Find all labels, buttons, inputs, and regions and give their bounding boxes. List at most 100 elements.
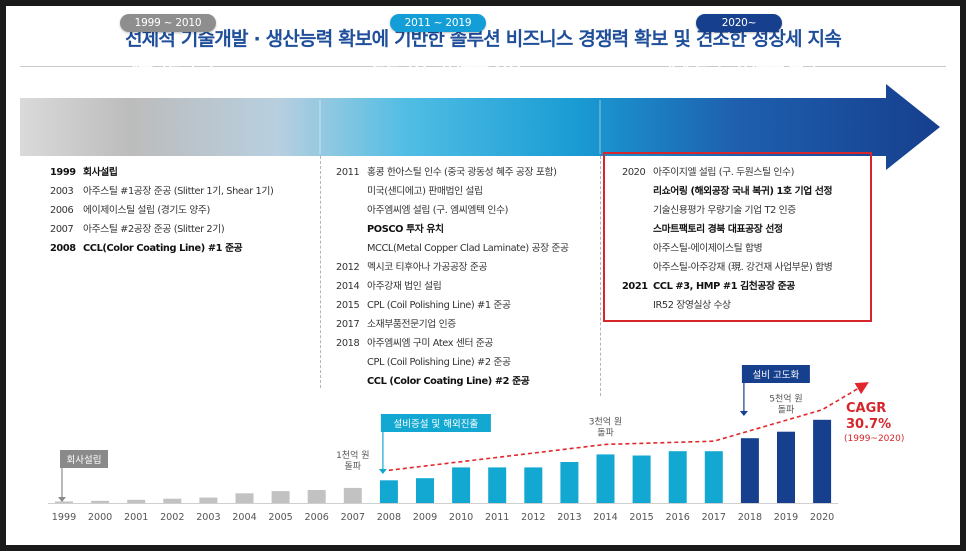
milestone-annotation: 돌파 [778,405,795,416]
bar-2007 [343,487,362,503]
milestone-annotation: 돌파 [597,427,614,438]
x-tick-label: 2011 [485,512,509,523]
callout-label: 설비증설 및 해외진출 [394,418,479,430]
phase-badge-2: 2011 ~ 2019 [390,14,486,32]
cagr-range: (1999~2020) [844,434,904,444]
revenue-bar-chart: 1999 2000 2001 2002 2003 2004 2005 2006 2007 2008… [48,365,904,523]
milestone-text: 아주스틸-에이제이스틸 합병 [653,243,763,254]
milestone-year: 2014 [336,281,360,292]
x-tick-label: 2000 [88,512,112,523]
bar-2006 [307,490,326,503]
callout-label: 회사설립 [67,454,102,466]
milestone-year: 1999 [50,167,76,178]
bar-2012 [524,467,543,503]
milestone-text: 회사설립 [83,167,118,178]
x-tick-label: 2005 [268,512,292,523]
milestone-text: 기술신용평가 우량기술 기업 T2 인증 [653,205,796,216]
milestone-annotation: 1천억 원 [336,449,369,461]
milestone-row: 기술신용평가 우량기술 기업 T2 인증 [622,201,872,220]
milestone-year: 2018 [336,338,360,349]
column-separator-2 [600,156,601,396]
x-tick-label: 2018 [738,512,762,523]
callout-pointer-arrow [378,469,387,474]
milestones-column-1: 1999 회사설립 2003 아주스틸 #1공장 준공 (Slitter 1기, Sh… [50,163,310,258]
milestone-text: 멕시코 티후아나 가공공장 준공 [367,262,488,273]
phase-arrow-shape [20,84,940,170]
milestone-row: 2003 아주스틸 #1공장 준공 (Slitter 1기, Shear 1기) [50,182,310,201]
milestone-row: MCCL(Metal Copper Clad Laminate) 공장 준공 [336,239,606,258]
x-tick-label: 2004 [232,512,256,523]
x-tick-label: 2008 [377,512,401,523]
milestone-text: 아주엠씨엠 구미 Atex 센터 준공 [367,338,494,349]
x-tick-label: 2020 [810,512,834,523]
milestone-text: CPL (Coil Polishing Line) #2 준공 [367,357,511,368]
milestone-text: 아주스틸-아주강재 (現. 강건재 사업부문) 합병 [653,262,833,273]
milestone-row: 아주엠씨엠 설립 (구. 엠씨엠텍 인수) [336,201,606,220]
cagr-label: CAGR [846,401,886,416]
x-tick-label: 2009 [413,512,437,523]
milestone-text: 아주스틸 #1공장 준공 (Slitter 1기, Shear 1기) [83,186,274,197]
callout-label: 설비 고도화 [753,370,800,381]
milestone-text: 아주강재 법인 설립 [367,281,442,292]
phase-badge-3: 2020~ [696,14,782,32]
milestone-row: CCL (Color Coating Line) #2 준공 [336,372,606,391]
callouts-layer: 회사설립 설비증설 및 해외진출 설비 고도화 [58,365,810,502]
cagr-value: 30.7% [846,417,891,432]
cagr-annotation: CAGR 30.7% (1999~2020) [844,401,904,444]
callout-box [741,365,810,383]
milestone-row: 2008 CCL(Color Coating Line) #1 준공 [50,239,310,258]
milestone-year: 2012 [336,262,360,273]
milestone-text: 리쇼어링 (해외공장 국내 복귀) 1호 기업 선정 [653,186,833,197]
milestone-year: 2011 [336,167,360,178]
phase-title-1: 제조기반 구축 [124,52,214,71]
milestone-row: POSCO 투자 유치 [336,220,606,239]
bar-2015 [632,455,651,503]
bar-2001 [127,499,146,503]
milestone-row: 2006 에이제이스틸 설립 (경기도 양주) [50,201,310,220]
milestone-text: POSCO 투자 유치 [367,224,444,235]
x-tick-label: 2012 [521,512,545,523]
milestone-text: 소재부품전문기업 인증 [367,319,456,330]
bar-2018 [740,438,759,503]
bar-2016 [668,451,687,503]
milestone-row: 2021 CCL #3, HMP #1 김천공장 준공 [622,277,872,296]
column-separator-1 [320,156,321,388]
x-tick-label: 2016 [665,512,689,523]
milestones-column-2: 2011 홍콩 한아스틸 인수 (중국 광동성 혜주 공장 포함) 미국(샌디에고)… [336,163,606,391]
milestone-text: 스마트팩토리 경북 대표공장 선정 [653,224,783,235]
milestone-row: 스마트팩토리 경북 대표공장 선정 [622,220,872,239]
milestone-text: 에이제이스틸 설립 (경기도 양주) [83,205,210,216]
milestone-row: 2007 아주스틸 #2공장 준공 (Slitter 2기) [50,220,310,239]
x-tick-label: 2015 [629,512,653,523]
highlight-box-2020 [603,152,872,322]
milestone-text: CCL(Color Coating Line) #1 준공 [83,243,243,254]
callout-box [380,414,491,432]
milestone-year: 2006 [50,205,74,216]
slide-frame: 선제적 기술개발 · 생산능력 확보에 기반한 솔루션 비즈니스 경쟁력 확보 … [6,6,960,545]
x-tick-label: 1999 [52,512,76,523]
bar-2017 [704,451,723,503]
milestone-text: IR52 장영실상 수상 [653,300,731,311]
milestone-annotation: 3천억 원 [589,415,622,427]
milestone-annotation: 5천억 원 [769,393,802,405]
bar-2010 [452,467,471,503]
milestone-row: 아주스틸-아주강재 (現. 강건재 사업부문) 합병 [622,258,872,277]
bar-2008 [379,480,398,503]
milestone-year: 2007 [50,224,74,235]
milestone-year: 2015 [336,300,360,311]
milestone-row: 2011 홍콩 한아스틸 인수 (중국 광동성 혜주 공장 포함) [336,163,606,182]
phase-title-2: 선진국형 기업으로 성장 [370,52,522,71]
bar-2009 [416,478,434,503]
x-tick-label: 2003 [196,512,220,523]
x-tick-label: 2002 [160,512,184,523]
x-tick-label: 2017 [702,512,726,523]
bar-2002 [163,498,182,503]
milestone-row: 2018 아주엠씨엠 구미 Atex 센터 준공 [336,334,606,353]
callout-box [60,450,108,468]
milestone-row: IR52 장영실상 수상 [622,296,872,315]
milestone-row: 2017 소재부품전문기업 인증 [336,315,606,334]
phase-arrow-band [20,84,940,170]
bars-layer [55,382,869,503]
phase-badge-1: 1999 ~ 2010 [120,14,216,32]
milestone-row: 아주스틸-에이제이스틸 합병 [622,239,872,258]
